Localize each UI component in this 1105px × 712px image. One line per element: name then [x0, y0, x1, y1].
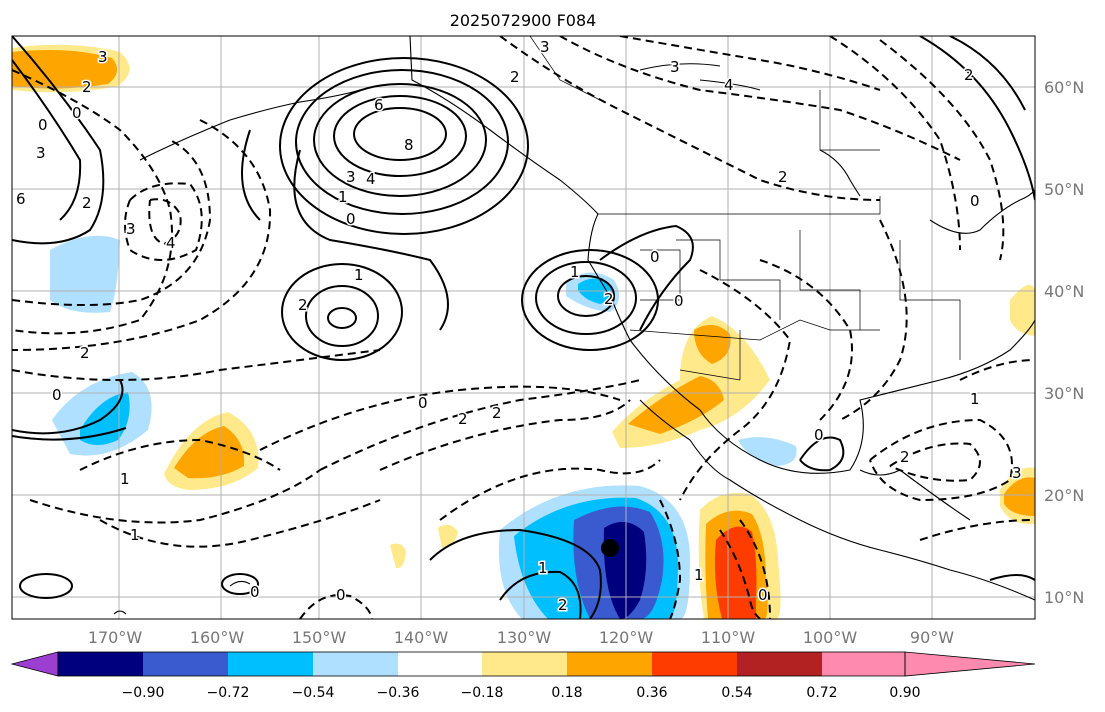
contour-label: 0: [336, 586, 346, 604]
storm-center-marker: [601, 539, 619, 557]
colorbar: −0.90 −0.72 −0.54 −0.36 −0.18 0.18 0.36 …: [10, 651, 1036, 701]
colorbar-tick-label: 0.36: [636, 685, 667, 701]
contour-label: 6: [16, 190, 26, 208]
colorbar-extend-right: [904, 651, 1036, 677]
contour-label: 1: [538, 559, 548, 577]
colorbar-segment: [567, 652, 652, 676]
contour-label: 4: [724, 76, 734, 94]
contour-label: 3: [126, 220, 136, 238]
colorbar-tick-label: −0.18: [461, 685, 504, 701]
coastlines: [113, 36, 1035, 615]
colorbar-segment: [398, 652, 482, 676]
contour-label: 2: [510, 68, 520, 86]
contour-label: 0: [72, 104, 82, 122]
lon-label: 140°W: [394, 628, 449, 647]
contour-label: 1: [338, 188, 348, 206]
contour-label: 1: [130, 526, 140, 544]
contour-labels: 3 2 0 0 3 6 2 3 4 6 8 3 4 1 0 1 2 2 0 0 …: [15, 37, 1024, 616]
colorbar-segment: [228, 652, 313, 676]
lon-label: 90°W: [910, 628, 954, 647]
lon-label: 160°W: [190, 628, 245, 647]
colorbar-segment: [737, 652, 822, 676]
lat-label: 10°N: [1044, 588, 1084, 607]
colorbar-tick-label: 0.72: [806, 685, 837, 701]
contour-label: 0: [674, 292, 684, 310]
contour-label: 2: [80, 344, 90, 362]
colorbar-segment: [58, 652, 143, 676]
contour-label: 3: [346, 168, 356, 186]
contour-label: 0: [650, 248, 660, 266]
contour-label: 2: [298, 296, 308, 314]
map-area: 3 2 0 0 3 6 2 3 4 6 8 3 4 1 0 1 2 2 0 0 …: [12, 36, 1035, 619]
lat-label: 40°N: [1044, 282, 1084, 301]
contour-label: 0: [758, 586, 768, 604]
contour-label: 6: [374, 96, 384, 114]
colorbar-segment: [652, 652, 737, 676]
contour-label: 0: [814, 426, 824, 444]
lat-label: 20°N: [1044, 486, 1084, 505]
contour-label: 8: [404, 136, 414, 154]
colorbar-segment: [822, 652, 905, 676]
contour-label: 0: [250, 583, 260, 601]
contour-label: 1: [694, 566, 704, 584]
colorbar-tick-label: −0.90: [122, 685, 165, 701]
contour-label: 0: [52, 386, 62, 404]
contour-label: 1: [970, 390, 980, 408]
colorbar-extend-left: [10, 651, 59, 677]
contour-lines: [12, 36, 1035, 619]
colorbar-tick-label: −0.36: [377, 685, 420, 701]
contour-label: 4: [166, 234, 176, 252]
political-borders: [529, 36, 961, 381]
contour-label: 3: [36, 144, 46, 162]
lon-label: 110°W: [701, 628, 756, 647]
lon-label: 150°W: [292, 628, 347, 647]
colorbar-segment: [313, 652, 398, 676]
colorbar-tick-label: −0.72: [207, 685, 250, 701]
contour-label: 2: [964, 66, 974, 84]
shading-layer: [12, 44, 1035, 619]
contour-label: 1: [120, 470, 130, 488]
colorbar-tick-label: 0.18: [551, 685, 582, 701]
map-title: 2025072900 F084: [450, 11, 597, 30]
contour-label: 0: [346, 210, 356, 228]
map-frame: [11, 35, 1036, 620]
colorbar-tick-label: 0.54: [721, 685, 752, 701]
contour-label: 1: [354, 266, 364, 284]
contour-label: 3: [540, 38, 550, 56]
contour-label: 0: [970, 192, 980, 210]
contour-label: 2: [604, 290, 614, 308]
contour-label: 0: [38, 116, 48, 134]
colorbar-segment: [143, 652, 228, 676]
lon-label: 120°W: [599, 628, 654, 647]
lat-label: 50°N: [1044, 180, 1084, 199]
contour-label: 2: [558, 596, 568, 614]
contour-label: 3: [1012, 464, 1022, 482]
latitude-labels: 60°N 50°N 40°N 30°N 20°N 10°N: [1044, 78, 1084, 607]
contour-label: 4: [366, 170, 376, 188]
contour-label: 2: [900, 448, 910, 466]
colorbar-tick-label: −0.54: [292, 685, 335, 701]
contour-label: 2: [82, 78, 92, 96]
contour-label: 1: [570, 263, 580, 281]
contour-label: 2: [82, 194, 92, 212]
colorbar-segment: [482, 652, 567, 676]
lon-label: 130°W: [497, 628, 552, 647]
contour-label: 3: [98, 48, 108, 66]
contour-label: 0: [418, 394, 428, 412]
contour-label: 3: [670, 58, 680, 76]
lat-label: 30°N: [1044, 384, 1084, 403]
contour-label: 2: [492, 404, 502, 422]
longitude-labels: 170°W 160°W 150°W 140°W 130°W 120°W 110°…: [88, 628, 954, 647]
contour-label: 2: [458, 410, 468, 428]
colorbar-tick-label: 0.90: [889, 685, 920, 701]
lon-label: 170°W: [88, 628, 143, 647]
lon-label: 100°W: [803, 628, 858, 647]
lat-label: 60°N: [1044, 78, 1084, 97]
contour-label: 2: [778, 168, 788, 186]
